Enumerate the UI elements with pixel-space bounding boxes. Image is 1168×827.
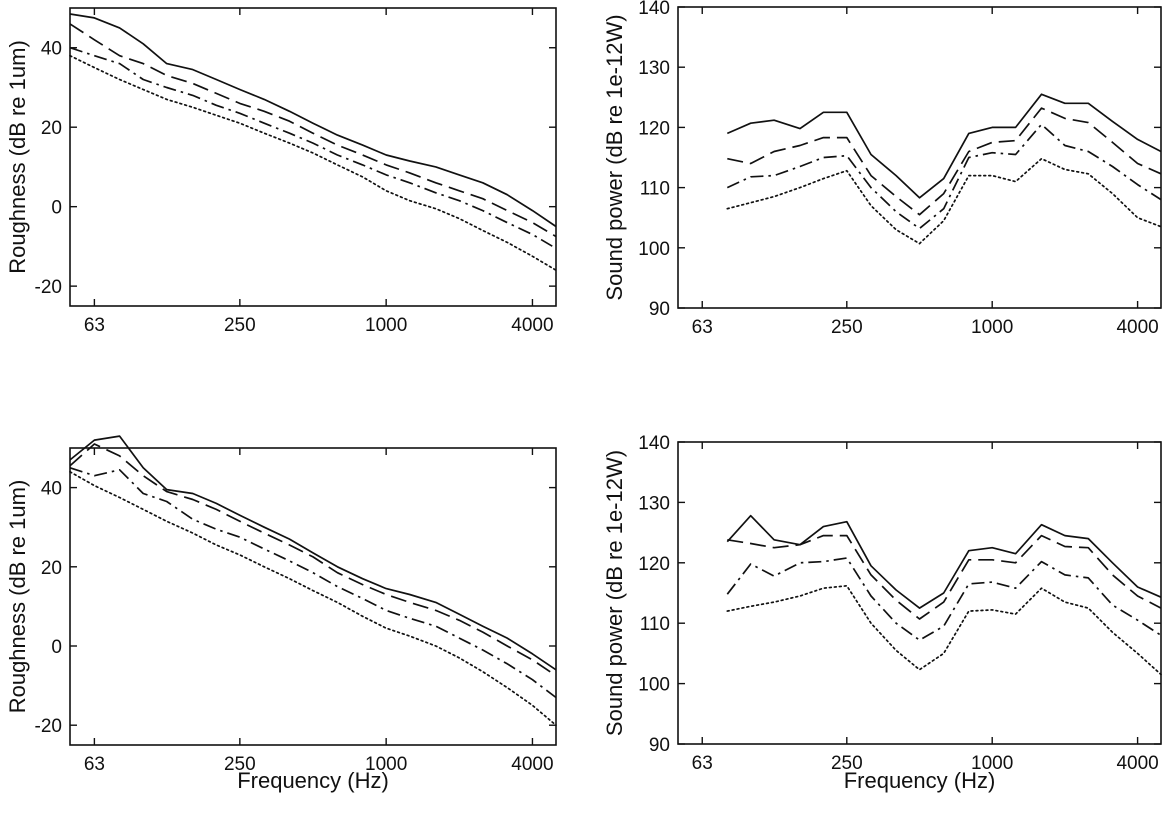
x-tick-label: 4000 [1116, 753, 1158, 774]
series-line-solid [726, 93, 1162, 199]
series-line-dashdot [726, 123, 1162, 230]
series-line-solid [726, 514, 1162, 609]
x-tick-label: 63 [692, 753, 713, 774]
x-tick-label: 4000 [1116, 317, 1158, 338]
x-axis-label: Frequency (Hz) [237, 768, 389, 793]
x-tick-label: 4000 [511, 315, 553, 336]
x-tick-label: 250 [831, 753, 863, 774]
chart-panel-4: 63 250 1000 4000 90 100 110 120 130 140 Sound powe… [602, 433, 1162, 793]
chart-panel-3: 63 250 1000 4000 -20 0 20 40 Roughness (dB re 1u… [5, 435, 557, 793]
y-tick-label: 130 [638, 58, 670, 79]
y-tick-label: 40 [41, 479, 62, 500]
plot-frame [677, 6, 1162, 309]
series-line-dotted [726, 157, 1162, 245]
series-line-dashed [727, 107, 1162, 216]
y-tick-label: -20 [35, 716, 62, 737]
chart-panel-1: 63 250 1000 4000 -20 0 20 40 Roughness (dB re 1u… [5, 7, 557, 336]
x-tick-label: 63 [692, 317, 713, 338]
y-tick-label: 100 [638, 239, 670, 260]
x-tick-label: 63 [84, 754, 105, 775]
plot-frame [677, 441, 1162, 745]
series-line-solid [69, 13, 557, 228]
series-line-solid [69, 435, 557, 671]
y-tick-label: 90 [649, 299, 670, 320]
y-tick-label: 20 [41, 558, 62, 579]
y-axis-label: Sound power (dB re 1e-12W) [602, 450, 627, 736]
y-tick-label: 120 [638, 118, 670, 139]
y-tick-label: 0 [51, 198, 62, 219]
x-axis-label: Frequency (Hz) [844, 768, 996, 793]
x-tick-label: 1000 [971, 317, 1013, 338]
x-tick-label: 250 [224, 754, 256, 775]
plot-frame [69, 7, 557, 307]
x-tick-label: 4000 [511, 754, 553, 775]
series-line-dashdot [69, 46, 557, 250]
series-line-dashed [69, 443, 557, 677]
y-tick-label: 0 [51, 637, 62, 658]
series-line-dashdot [69, 466, 557, 699]
series-line-dashed [69, 23, 557, 238]
x-tick-label: 250 [224, 315, 256, 336]
y-tick-label: 140 [638, 433, 670, 454]
y-axis-label: Roughness (dB re 1um) [5, 480, 30, 714]
series-line-dotted [69, 470, 557, 727]
y-tick-label: 40 [41, 39, 62, 60]
chart-panel-2: 63 250 1000 4000 90 100 110 120 130 140 Sound powe… [602, 0, 1162, 338]
y-tick-label: 100 [638, 675, 670, 696]
series-line-dotted [69, 54, 557, 272]
y-tick-label: 110 [640, 179, 670, 200]
series-line-dotted [726, 584, 1162, 676]
y-tick-label: 90 [649, 735, 670, 756]
x-tick-label: 1000 [971, 753, 1013, 774]
y-tick-label: 20 [41, 118, 62, 139]
y-tick-label: 110 [640, 614, 670, 635]
y-tick-label: 140 [638, 0, 670, 19]
y-tick-label: 130 [638, 493, 670, 514]
x-tick-label: 63 [84, 315, 105, 336]
y-axis-label: Roughness (dB re 1um) [5, 40, 30, 274]
x-tick-label: 1000 [365, 315, 407, 336]
series-line-dashdot [726, 557, 1162, 641]
x-tick-label: 1000 [365, 754, 407, 775]
series-line-dashed [727, 534, 1162, 620]
y-axis-label: Sound power (dB re 1e-12W) [602, 14, 627, 300]
y-tick-label: -20 [35, 277, 62, 298]
y-tick-label: 120 [638, 554, 670, 575]
x-tick-label: 250 [831, 317, 863, 338]
plot-frame [69, 447, 557, 746]
